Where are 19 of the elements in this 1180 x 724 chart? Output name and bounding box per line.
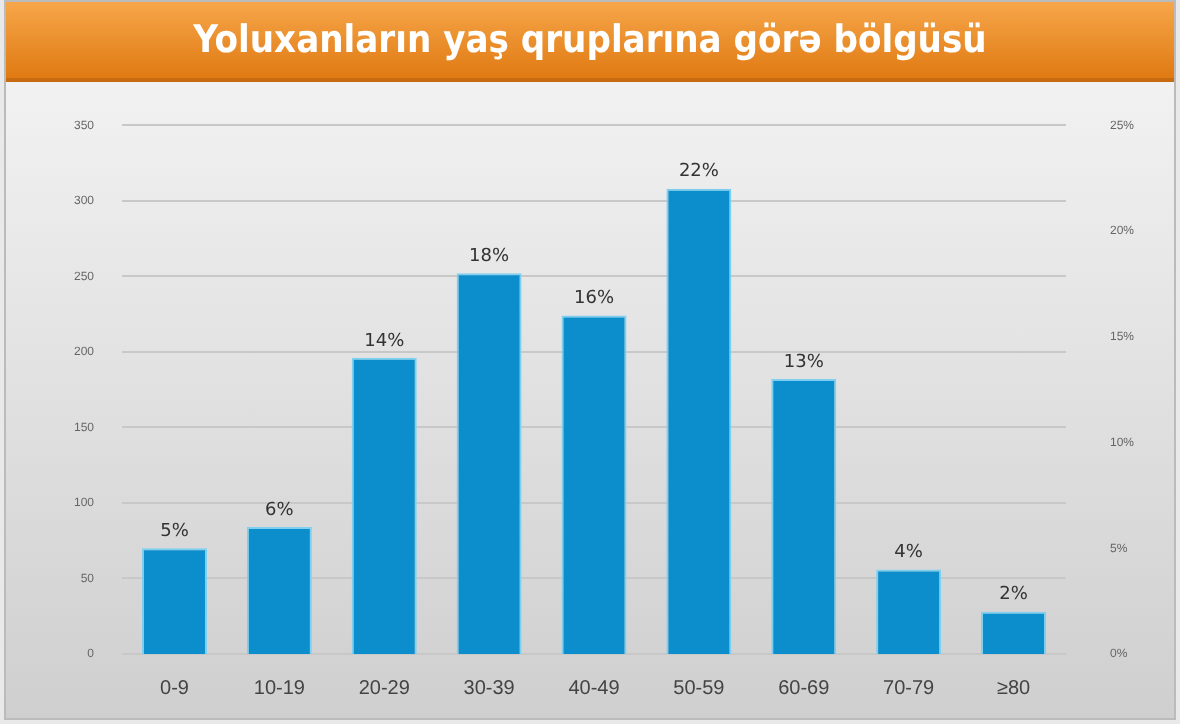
- chart-title: Yoluxanların yaş qruplarına görə bölgüsü: [6, 2, 1174, 82]
- x-tick-label: 0-9: [160, 677, 190, 700]
- data-label: 16%: [573, 289, 615, 310]
- x-tick-label: 20-29: [358, 677, 411, 700]
- data-label: 18%: [469, 246, 511, 267]
- x-tick-label: 50-59: [673, 677, 726, 700]
- x-tick-label: 30-39: [463, 677, 516, 700]
- x-tick-label: 60-69: [778, 677, 831, 700]
- x-tick-label: 70-79: [883, 677, 936, 700]
- data-label: 22%: [678, 162, 720, 183]
- data-label: 14%: [364, 331, 406, 352]
- x-tick-label: ≥80: [996, 677, 1032, 700]
- data-label: 6%: [265, 500, 295, 521]
- data-label: 2%: [999, 585, 1029, 606]
- x-tick-label: 40-49: [568, 677, 621, 700]
- data-label: 5%: [160, 521, 190, 542]
- data-label: 13%: [783, 352, 825, 373]
- data-label: 4%: [894, 543, 924, 564]
- x-tick-label: 10-19: [253, 677, 306, 700]
